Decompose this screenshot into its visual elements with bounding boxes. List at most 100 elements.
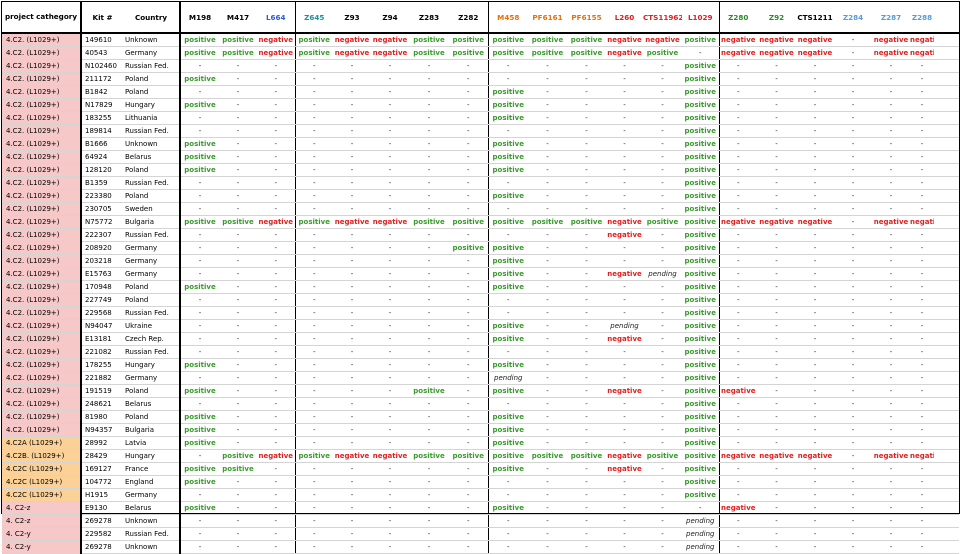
result-cell-m198: positive xyxy=(180,215,219,229)
result-cell-z94: - xyxy=(371,137,409,151)
trailing-cell xyxy=(934,241,959,255)
result-cell-pf6155: - xyxy=(567,462,606,476)
result-cell-z280: - xyxy=(719,111,757,125)
result-cell-m417: - xyxy=(219,228,257,242)
result-cell-l1029: positive xyxy=(682,319,720,333)
result-cell-l260: - xyxy=(606,254,643,268)
result-cell-pf6161: - xyxy=(528,150,567,164)
result-cell-z280: - xyxy=(719,72,757,86)
country-cell: Belarus xyxy=(123,150,181,164)
country-cell: Poland xyxy=(123,72,181,86)
kit-cell: 128120 xyxy=(81,163,123,177)
result-cell-z92: - xyxy=(757,527,796,541)
result-cell-z645: - xyxy=(295,124,333,138)
result-cell-m198: - xyxy=(180,306,219,320)
result-cell-m458: - xyxy=(488,202,528,216)
result-cell-z288: - xyxy=(910,72,934,86)
result-cell-l664: - xyxy=(257,124,296,138)
country-cell: Belarus xyxy=(123,397,181,411)
result-cell-z282: positive xyxy=(449,449,489,463)
result-cell-z288: - xyxy=(910,436,934,450)
result-cell-pf6155: - xyxy=(567,85,606,99)
result-cell-z92: - xyxy=(757,150,796,164)
table-row: 4. C2-y 229582 Russian Fed. - - - - - - - - - - - - - pe… xyxy=(2,527,959,541)
result-cell-z284: - xyxy=(834,436,872,450)
result-cell-z288: - xyxy=(910,332,934,346)
kit-cell: N94047 xyxy=(81,319,123,333)
result-cell-pf6161: - xyxy=(528,384,567,398)
result-cell-cts11962: - xyxy=(643,527,682,541)
marker-header-z94: Z94 xyxy=(371,2,409,34)
result-cell-z92: - xyxy=(757,72,796,86)
result-cell-z287: - xyxy=(872,358,910,372)
result-cell-cts1211: - xyxy=(796,462,834,476)
category-cell: 4. C2-y xyxy=(2,527,82,541)
table-row: 4.C2. (L1029+) 128120 Poland positive - - - - - -… xyxy=(2,163,959,177)
result-cell-z282: - xyxy=(449,254,489,268)
result-cell-cts11962: - xyxy=(643,384,682,398)
result-cell-pf6155: - xyxy=(567,345,606,359)
result-cell-cts11962: - xyxy=(643,98,682,112)
result-cell-l260: - xyxy=(606,488,643,502)
result-cell-l260: negative xyxy=(606,384,643,398)
result-cell-cts1211: - xyxy=(796,332,834,346)
result-cell-m458: - xyxy=(488,540,528,554)
country-cell: Germany xyxy=(123,254,181,268)
result-cell-z288: - xyxy=(910,514,934,528)
kit-cell: 227749 xyxy=(81,293,123,307)
result-cell-m458: positive xyxy=(488,137,528,151)
result-cell-m458: - xyxy=(488,488,528,502)
result-cell-m458: positive xyxy=(488,423,528,437)
table-row: 4.C2. (L1029+) 64924 Belarus positive - - - - - -… xyxy=(2,150,959,164)
country-cell: Ukraine xyxy=(123,319,181,333)
category-cell: 4.C2. (L1029+) xyxy=(2,111,82,125)
result-cell-z92: - xyxy=(757,475,796,489)
result-cell-m458: pending xyxy=(488,371,528,385)
result-cell-z93: - xyxy=(333,306,371,320)
result-cell-z288: - xyxy=(910,59,934,73)
kit-cell: N75772 xyxy=(81,215,123,229)
result-cell-z282: - xyxy=(449,111,489,125)
result-cell-z94: - xyxy=(371,189,409,203)
result-cell-cts1211: - xyxy=(796,254,834,268)
result-cell-z93: negative xyxy=(333,46,371,60)
category-cell: 4.C2C (L1029+) xyxy=(2,462,82,476)
result-cell-cts11962: - xyxy=(643,72,682,86)
marker-header-z282: Z282 xyxy=(449,2,489,34)
table-row: 4.C2. (L1029+) 178255 Hungary positive - - - - -… xyxy=(2,358,959,372)
result-cell-z93: - xyxy=(333,540,371,554)
trailing-cell xyxy=(934,332,959,346)
country-cell: Poland xyxy=(123,280,181,294)
result-cell-cts1211: - xyxy=(796,488,834,502)
result-cell-z280: - xyxy=(719,332,757,346)
country-cell: Poland xyxy=(123,293,181,307)
result-cell-z280: - xyxy=(719,137,757,151)
result-cell-z280: - xyxy=(719,358,757,372)
result-cell-z288: - xyxy=(910,358,934,372)
result-cell-l1029: pending xyxy=(682,514,720,528)
result-cell-z287: - xyxy=(872,293,910,307)
result-cell-l260: - xyxy=(606,306,643,320)
country-cell: Hungary xyxy=(123,449,181,463)
result-cell-z284: - xyxy=(834,306,872,320)
result-cell-z92: - xyxy=(757,267,796,281)
result-cell-z280: - xyxy=(719,150,757,164)
kit-cell: 40543 xyxy=(81,46,123,60)
result-cell-cts1211: - xyxy=(796,410,834,424)
country-cell: Lithuania xyxy=(123,111,181,125)
result-cell-m198: - xyxy=(180,319,219,333)
result-cell-z284: - xyxy=(834,475,872,489)
result-cell-cts1211: - xyxy=(796,540,834,554)
result-cell-cts11962: positive xyxy=(643,46,682,60)
result-cell-z92: - xyxy=(757,98,796,112)
result-cell-m417: - xyxy=(219,540,257,554)
result-cell-cts11962: - xyxy=(643,436,682,450)
result-cell-pf6161: - xyxy=(528,59,567,73)
result-cell-l1029: positive xyxy=(682,306,720,320)
kit-cell: 222307 xyxy=(81,228,123,242)
result-cell-z92: - xyxy=(757,124,796,138)
category-cell: 4.C2B. (L1029+) xyxy=(2,449,82,463)
result-cell-l664: - xyxy=(257,72,296,86)
result-cell-z282: - xyxy=(449,540,489,554)
result-cell-z287: - xyxy=(872,189,910,203)
